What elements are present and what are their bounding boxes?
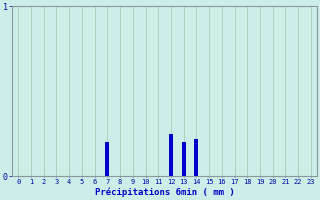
Bar bbox=[105, 142, 109, 176]
Bar bbox=[169, 134, 173, 176]
Bar bbox=[195, 139, 198, 176]
Bar bbox=[182, 142, 186, 176]
X-axis label: Précipitations 6min ( mm ): Précipitations 6min ( mm ) bbox=[95, 188, 235, 197]
